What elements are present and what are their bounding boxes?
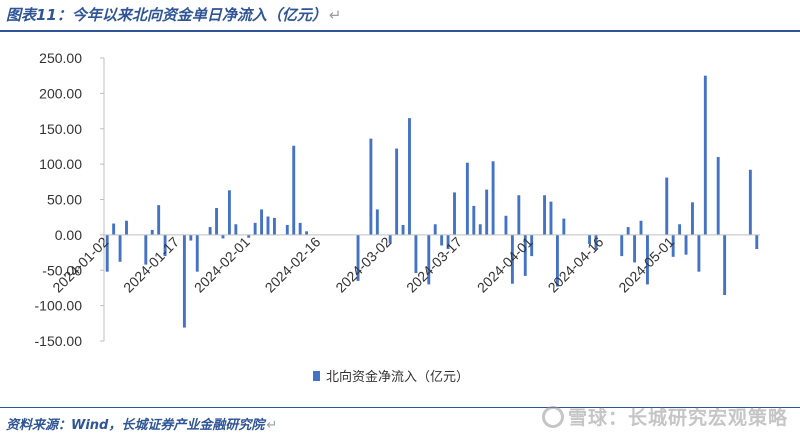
bar xyxy=(401,224,405,235)
bar xyxy=(748,169,752,235)
bar xyxy=(375,209,379,235)
bar xyxy=(395,148,399,235)
bar xyxy=(478,224,482,235)
bar xyxy=(465,162,469,235)
bar xyxy=(189,234,193,241)
y-tick-label: 0.00 xyxy=(55,227,82,243)
bar xyxy=(292,145,296,235)
bar xyxy=(356,234,360,281)
bar xyxy=(195,234,199,272)
bar xyxy=(163,234,167,257)
bar xyxy=(408,118,411,235)
bar xyxy=(208,227,212,235)
bar xyxy=(665,177,669,235)
x-tick-label: 2024-02-01 xyxy=(191,234,253,296)
bar xyxy=(118,234,122,262)
bar xyxy=(414,234,418,274)
bar xyxy=(388,234,392,244)
footer-rule xyxy=(0,407,800,408)
bar xyxy=(633,234,637,263)
return-mark: ↵ xyxy=(328,6,342,24)
bar xyxy=(272,217,276,235)
bar xyxy=(588,234,592,245)
y-tick-label: 150.00 xyxy=(39,121,82,137)
bar xyxy=(755,234,759,250)
watermark: 雪球：长城研究宏观策略 xyxy=(541,403,788,430)
bar xyxy=(221,234,225,239)
bar xyxy=(485,189,489,235)
y-tick-label: -50.00 xyxy=(42,262,82,278)
bar xyxy=(298,222,302,235)
title-bar: 图表11：今年以来北向资金单日净流入（亿元） ↵ xyxy=(0,0,800,32)
bar xyxy=(112,223,116,235)
bar xyxy=(369,138,373,235)
y-tick-label: 100.00 xyxy=(39,156,82,172)
bar xyxy=(594,234,598,250)
bar xyxy=(646,234,649,285)
bar xyxy=(543,195,546,235)
bar xyxy=(427,234,431,285)
source-note: 资料来源：Wind，长城证券产业金融研究院 ↵ xyxy=(6,418,278,433)
bar xyxy=(260,209,264,235)
x-tick-label: 2024-04-16 xyxy=(545,234,607,296)
bar xyxy=(433,224,437,235)
bar xyxy=(182,234,186,328)
x-tick-label: 2024-03-17 xyxy=(403,234,465,296)
bar xyxy=(234,224,238,235)
bar xyxy=(157,205,161,235)
x-tick-label: 2024-02-16 xyxy=(262,234,324,296)
bar xyxy=(453,192,456,235)
bar xyxy=(215,207,218,235)
return-mark: ↵ xyxy=(266,418,278,433)
x-tick-label: 2024-01-17 xyxy=(120,234,182,296)
bar xyxy=(491,161,495,235)
bar xyxy=(446,234,450,250)
bar xyxy=(266,216,270,235)
bar xyxy=(253,222,257,235)
bar xyxy=(150,229,154,235)
bar xyxy=(227,190,231,235)
bar xyxy=(562,218,566,235)
bar xyxy=(639,220,643,235)
y-tick-label: 50.00 xyxy=(47,192,82,208)
bar xyxy=(517,195,521,235)
bar xyxy=(247,234,251,238)
bar xyxy=(671,234,675,257)
y-tick-label: 250.00 xyxy=(39,50,82,66)
legend-swatch xyxy=(313,371,320,381)
chart-title: 图表11：今年以来北向资金单日净流入（亿元） ↵ xyxy=(6,6,342,24)
bar-chart: 250.00 200.00 150.00 100.00 50.00 0.00 -50.00 -… xyxy=(35,50,760,384)
legend-label: 北向资金净流入（亿元） xyxy=(326,369,469,384)
bar xyxy=(440,234,444,246)
bar xyxy=(530,234,534,257)
bar xyxy=(716,157,720,235)
bar xyxy=(549,201,553,235)
bar xyxy=(620,234,624,257)
bar xyxy=(504,215,508,235)
bar xyxy=(472,205,476,235)
bar xyxy=(684,234,688,255)
y-tick-label: -150.00 xyxy=(35,333,83,349)
y-tick-label: -100.00 xyxy=(35,298,83,314)
snowball-logo-icon xyxy=(541,406,564,428)
bar xyxy=(723,234,727,296)
bar xyxy=(678,224,682,235)
x-tick-label: 2024-03-02 xyxy=(332,234,394,296)
bar xyxy=(703,75,707,235)
bar xyxy=(285,224,289,235)
bar xyxy=(691,202,694,235)
bar xyxy=(626,227,630,235)
bar xyxy=(510,234,514,284)
bar xyxy=(105,234,109,272)
bar xyxy=(125,220,128,235)
bar xyxy=(555,234,559,287)
chart-area: 250.00 200.00 150.00 100.00 50.00 0.00 -50.00 -… xyxy=(0,30,800,400)
bar xyxy=(144,234,148,265)
bar xyxy=(523,234,527,276)
bar xyxy=(697,234,701,272)
bar xyxy=(305,231,309,235)
y-tick-label: 200.00 xyxy=(39,85,82,101)
